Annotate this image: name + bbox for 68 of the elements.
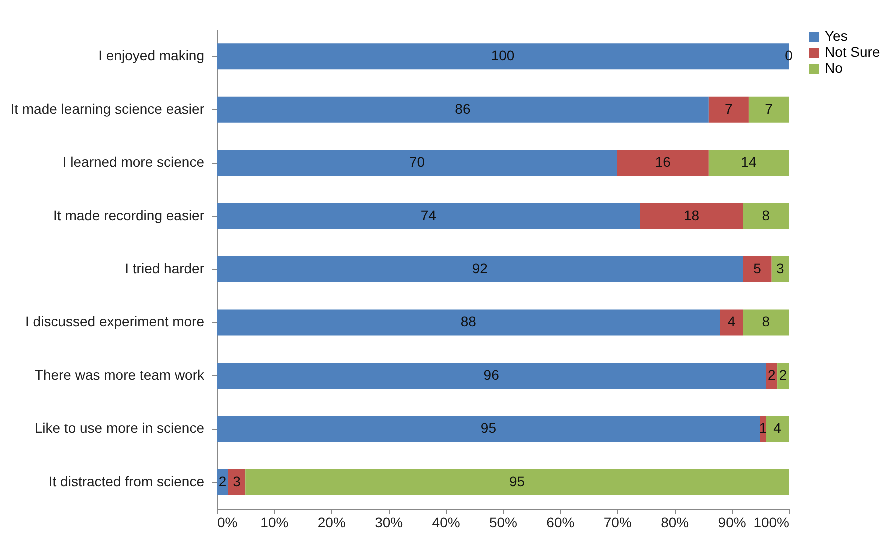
bar (246, 469, 789, 496)
bar (217, 96, 709, 123)
data-label: 2 (218, 473, 227, 490)
y-tick-label: It distracted from science (48, 473, 205, 490)
bar (766, 416, 789, 442)
data-label: 2 (768, 366, 776, 383)
x-tick-label: 40% (432, 514, 460, 530)
bar (217, 416, 760, 442)
legend-label: Yes (825, 28, 848, 44)
bar (617, 150, 709, 176)
data-label: 88 (460, 314, 477, 330)
data-label: 4 (728, 314, 736, 330)
data-label: 5 (754, 260, 762, 276)
data-label: 16 (655, 154, 672, 170)
data-label: 18 (684, 207, 700, 224)
y-tick-label: I learned more science (62, 154, 205, 170)
data-label: 0 (785, 48, 794, 64)
data-label: 7 (765, 100, 774, 117)
y-tick-label: I tried harder (125, 260, 205, 276)
bar (217, 203, 640, 230)
bar (217, 310, 720, 336)
data-label: 7 (725, 100, 734, 117)
data-label: 96 (484, 366, 500, 383)
data-label: 86 (455, 100, 471, 117)
data-label: 100 (491, 48, 515, 64)
bar (228, 469, 246, 496)
bar (743, 256, 772, 282)
x-tick-label: 0% (218, 514, 238, 530)
bar (217, 362, 766, 389)
data-label: 95 (510, 473, 526, 490)
bar (743, 203, 789, 230)
legend-label: No (825, 60, 844, 76)
bar (217, 256, 744, 282)
x-tick-label: 60% (546, 514, 575, 530)
y-tick-label: It made recording easier (54, 207, 205, 224)
bar (708, 96, 749, 123)
y-tick-label: I enjoyed making (98, 48, 204, 64)
x-tick-label: 50% (489, 514, 518, 530)
bar (217, 150, 618, 176)
data-label: 74 (420, 207, 437, 224)
y-tick-label: It made learning science easier (10, 100, 205, 117)
data-label: 92 (472, 260, 488, 276)
data-label: 95 (480, 420, 497, 436)
x-tick-label: 10% (260, 514, 289, 530)
bar (743, 310, 789, 336)
x-tick-label: 90% (718, 514, 746, 530)
data-label: 4 (774, 420, 782, 436)
bar (640, 203, 744, 230)
legend-label: Not Sure (825, 44, 880, 60)
data-label: 3 (776, 260, 785, 276)
x-tick-label: 20% (318, 514, 346, 530)
data-label: 3 (233, 473, 242, 490)
bar (748, 96, 789, 123)
data-label: 8 (762, 207, 770, 224)
data-label: 70 (409, 154, 426, 170)
x-tick-label: 70% (604, 514, 632, 530)
x-tick-label: 30% (375, 514, 404, 530)
bar (708, 150, 789, 176)
data-label: 14 (741, 154, 757, 170)
x-tick-label: 80% (661, 514, 690, 530)
y-tick-label: Like to use more in science (34, 420, 205, 436)
x-tick-label: 100% (754, 514, 790, 530)
bar (772, 256, 789, 282)
y-tick-label: There was more team work (34, 366, 206, 383)
y-tick-label: I discussed experiment more (26, 314, 205, 330)
bar (720, 310, 744, 336)
data-label: 8 (762, 314, 770, 330)
data-label: 2 (779, 366, 788, 383)
